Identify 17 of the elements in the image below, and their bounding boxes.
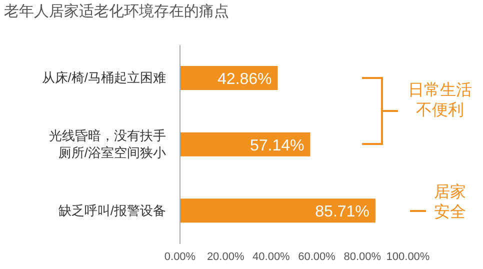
- y-tick-label: 光线昏暗，没有扶手厕所/浴室空间狭小: [49, 128, 166, 160]
- x-tick-label: 40.00%: [252, 250, 290, 263]
- data-label: 42.86%: [217, 71, 272, 88]
- y-tick-label: 从床/椅/马桶起立困难: [42, 70, 166, 86]
- data-label: 57.14%: [250, 137, 304, 154]
- x-tick-label: 20.00%: [206, 250, 244, 263]
- bar: [180, 132, 310, 156]
- x-tick-label: 80.00%: [344, 250, 382, 263]
- data-label: 85.71%: [315, 204, 370, 221]
- x-tick-label: 60.00%: [298, 250, 336, 263]
- chart-title: 老年人居家适老化环境存在的痛点: [4, 2, 229, 21]
- bar: [180, 198, 376, 223]
- x-tick-label: 0.00%: [164, 250, 196, 263]
- text: 居家安全: [434, 183, 466, 221]
- x-tick-label: 100.00%: [386, 250, 430, 263]
- y-tick-label: 缺乏呼叫/报警设备: [58, 202, 166, 218]
- annotation: 日常生活不便利: [408, 81, 472, 119]
